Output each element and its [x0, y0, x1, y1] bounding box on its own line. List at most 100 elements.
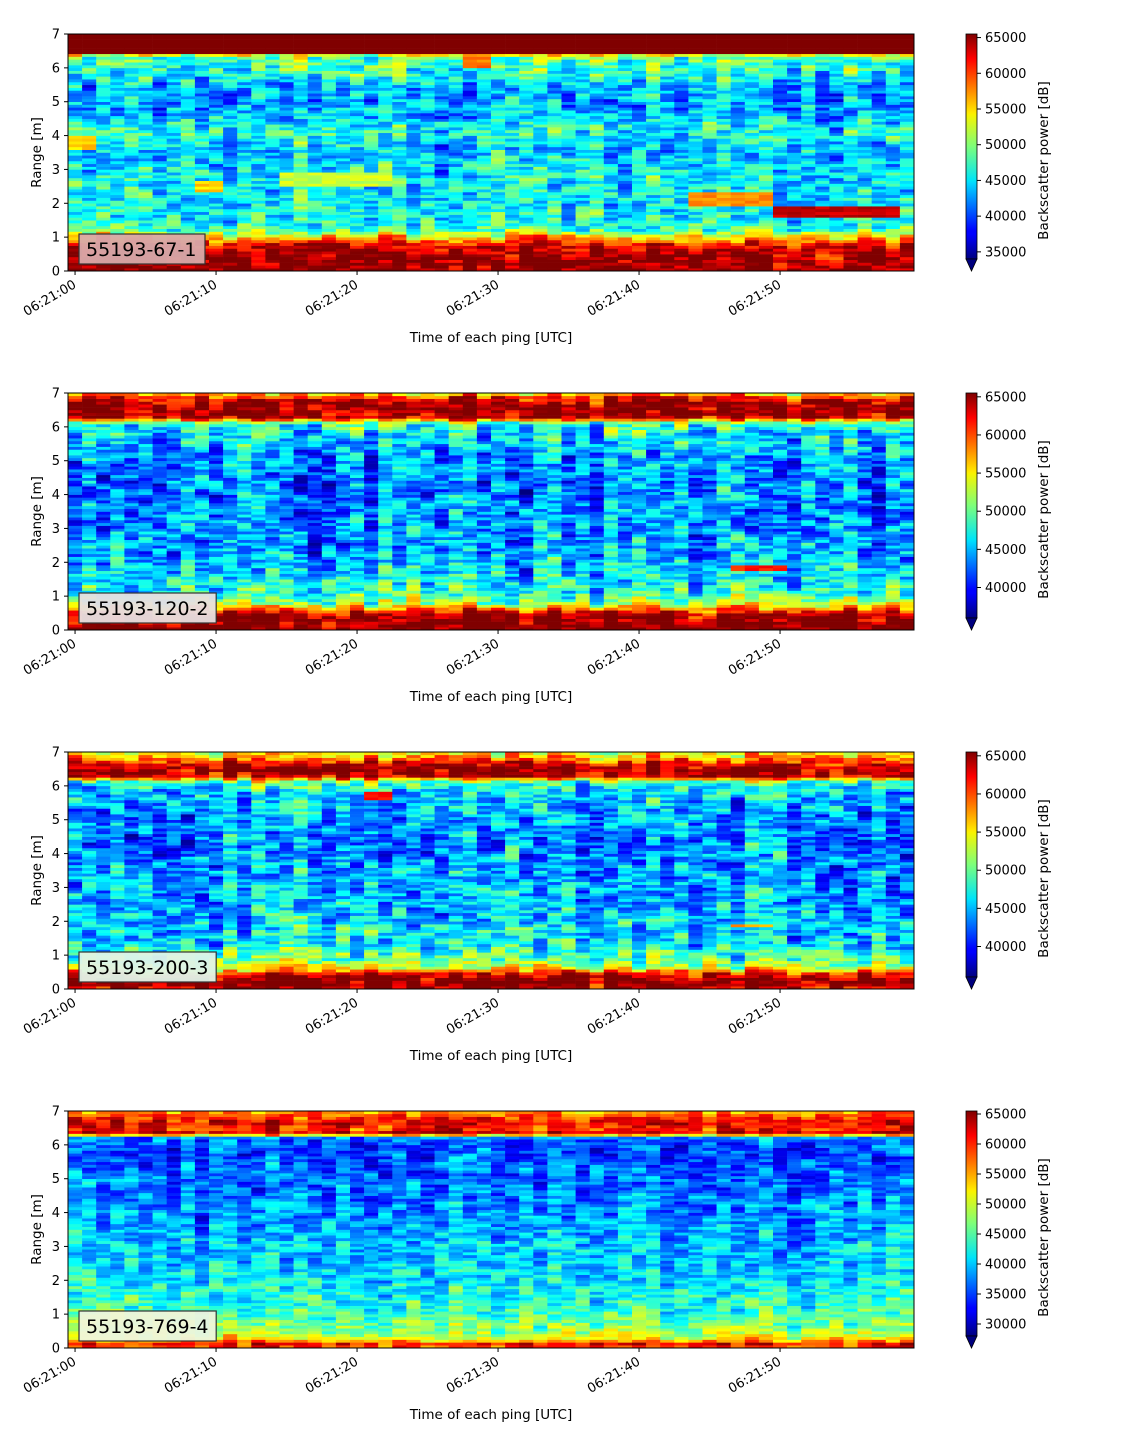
heatmap-cell: [322, 186, 336, 189]
heatmap-cell: [576, 257, 590, 260]
heatmap-cell: [392, 48, 406, 51]
heatmap-cell: [519, 48, 533, 51]
heatmap-cell: [618, 54, 632, 57]
heatmap-cell: [703, 184, 717, 187]
heatmap-cell: [167, 130, 181, 133]
heatmap-cell: [477, 121, 491, 124]
heatmap-cell: [547, 237, 561, 240]
heatmap-cell: [590, 217, 604, 220]
heatmap-cell: [294, 68, 308, 71]
heatmap-cell: [815, 243, 829, 246]
heatmap-cell: [124, 226, 138, 229]
heatmap-cell: [265, 195, 279, 198]
heatmap-cell: [477, 85, 491, 88]
heatmap-cell: [660, 203, 674, 206]
heatmap-cell: [829, 119, 843, 122]
heatmap-cell: [294, 96, 308, 99]
heatmap-cell: [745, 248, 759, 251]
heatmap-cell: [350, 260, 364, 263]
heatmap-cell: [815, 226, 829, 229]
heatmap-cell: [759, 186, 773, 189]
heatmap-cell: [223, 37, 237, 40]
heatmap-cell: [82, 158, 96, 161]
heatmap-cell: [590, 93, 604, 96]
heatmap-cell: [322, 133, 336, 136]
heatmap-cell: [660, 195, 674, 198]
heatmap-cell: [237, 57, 251, 60]
heatmap-cell: [364, 116, 378, 119]
heatmap-cell: [477, 181, 491, 184]
heatmap-cell: [124, 42, 138, 45]
heatmap-cell: [886, 76, 900, 79]
heatmap-cell: [773, 172, 787, 175]
heatmap-cell: [378, 243, 392, 246]
heatmap-cell: [872, 71, 886, 74]
heatmap-cell: [463, 164, 477, 167]
heatmap-cell: [787, 40, 801, 43]
heatmap-cell: [153, 138, 167, 141]
heatmap-cell: [505, 62, 519, 65]
heatmap-cell: [477, 42, 491, 45]
heatmap-cell: [294, 116, 308, 119]
heatmap-cell: [195, 93, 209, 96]
heatmap-cell: [562, 136, 576, 139]
heatmap-cell: [801, 178, 815, 181]
heatmap-cell: [505, 192, 519, 195]
heatmap-cell: [547, 37, 561, 40]
heatmap-cell: [463, 246, 477, 249]
heatmap-cell: [519, 40, 533, 43]
heatmap-cell: [294, 62, 308, 65]
heatmap-cell: [350, 243, 364, 246]
heatmap-cell: [110, 147, 124, 150]
heatmap-cell: [350, 175, 364, 178]
heatmap-cell: [801, 229, 815, 232]
heatmap-cell: [265, 223, 279, 226]
heatmap-cell: [590, 37, 604, 40]
heatmap-cell: [703, 45, 717, 48]
heatmap-cell: [547, 181, 561, 184]
heatmap-cell: [124, 99, 138, 102]
heatmap-cell: [139, 121, 153, 124]
heatmap-cell: [801, 107, 815, 110]
heatmap-cell: [844, 48, 858, 51]
heatmap-cell: [900, 189, 914, 192]
heatmap-cell: [604, 248, 618, 251]
heatmap-cell: [406, 88, 420, 91]
heatmap-cell: [773, 198, 787, 201]
heatmap-cell: [209, 65, 223, 68]
heatmap-cell: [773, 251, 787, 254]
heatmap-cell: [618, 150, 632, 153]
heatmap-cell: [858, 167, 872, 170]
heatmap-cell: [590, 141, 604, 144]
heatmap-cell: [110, 68, 124, 71]
heatmap-cell: [576, 263, 590, 266]
heatmap-cell: [364, 184, 378, 187]
heatmap-cell: [519, 206, 533, 209]
heatmap-cell: [209, 232, 223, 235]
heatmap-cell: [110, 110, 124, 113]
heatmap-cell: [576, 248, 590, 251]
heatmap-cell: [336, 237, 350, 240]
heatmap-cell: [717, 102, 731, 105]
heatmap-cell: [646, 141, 660, 144]
heatmap-cell: [139, 90, 153, 93]
heatmap-cell: [449, 144, 463, 147]
heatmap-cell: [392, 229, 406, 232]
heatmap-cell: [618, 189, 632, 192]
heatmap-cell: [717, 184, 731, 187]
heatmap-cell: [773, 260, 787, 263]
heatmap-cell: [110, 150, 124, 153]
heatmap-cell: [547, 175, 561, 178]
heatmap-cell: [124, 184, 138, 187]
heatmap-cell: [872, 212, 886, 215]
heatmap-cell: [759, 102, 773, 105]
heatmap-cell: [844, 195, 858, 198]
heatmap-cell: [68, 99, 82, 102]
heatmap-cell: [449, 57, 463, 60]
heatmap-cell: [195, 76, 209, 79]
heatmap-cell: [223, 48, 237, 51]
heatmap-cell: [533, 240, 547, 243]
heatmap-cell: [632, 155, 646, 158]
heatmap-cell: [660, 110, 674, 113]
heatmap-cell: [477, 107, 491, 110]
